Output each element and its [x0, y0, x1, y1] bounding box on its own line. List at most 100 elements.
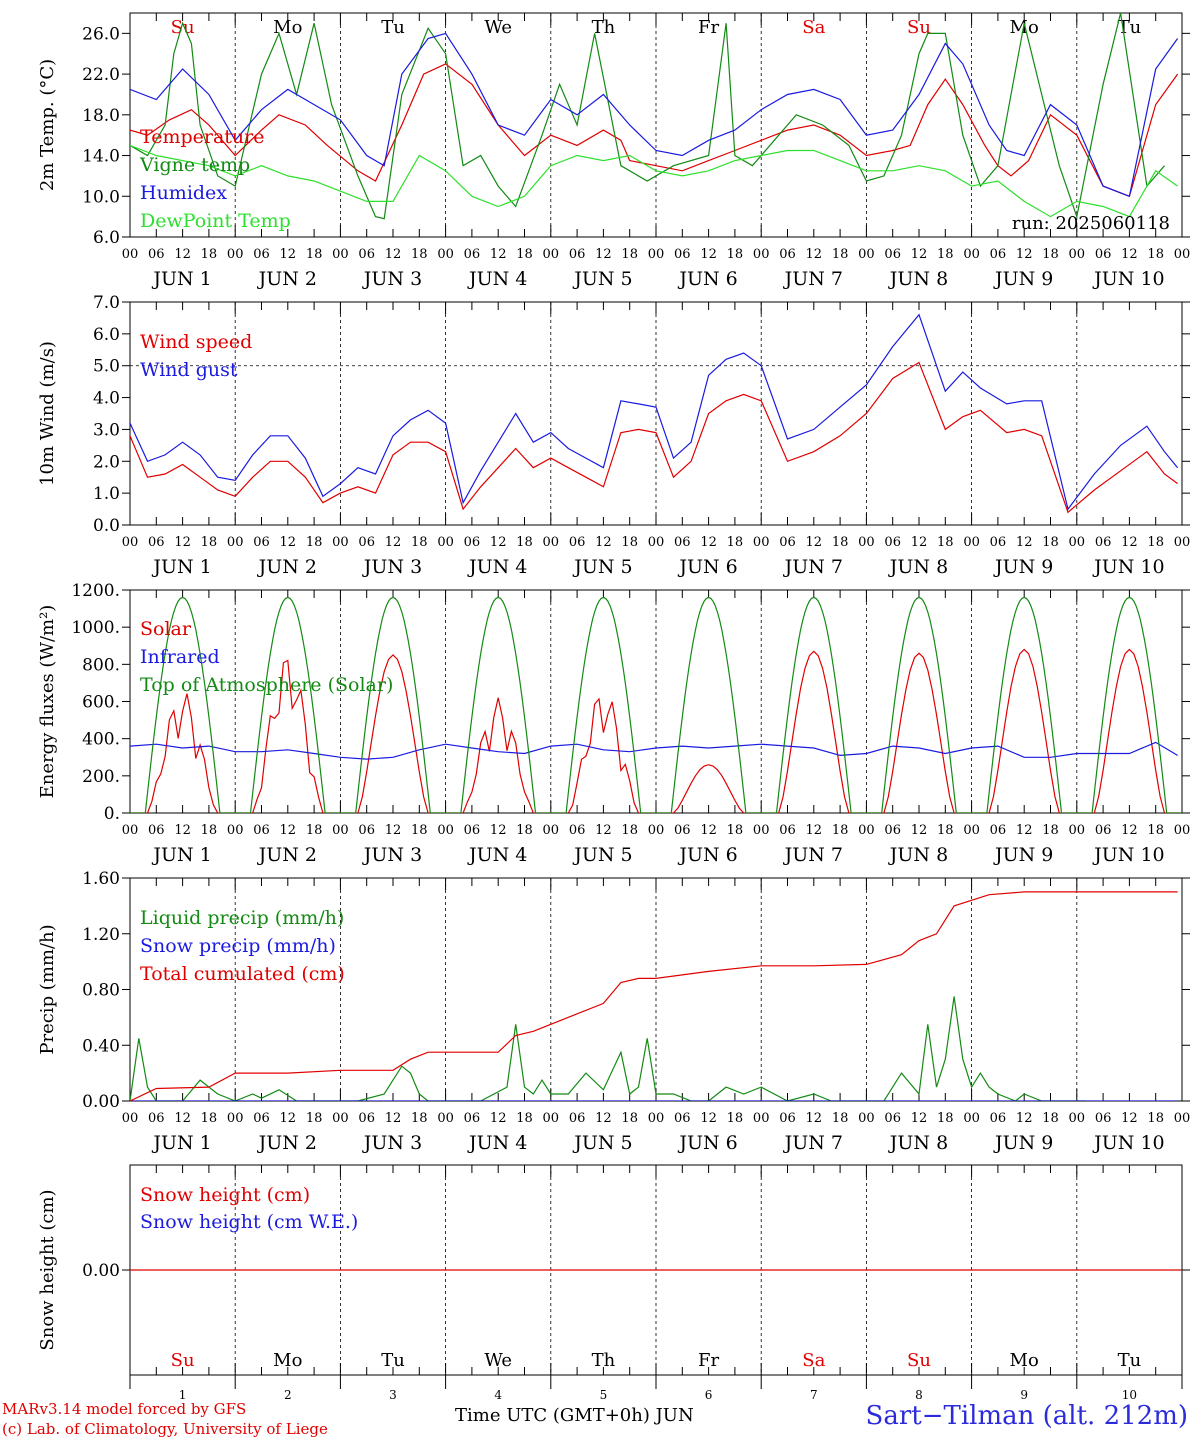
- hour-tick-label: 00: [332, 1111, 349, 1126]
- series-line-2: [130, 313, 1179, 511]
- hour-tick-label: 06: [148, 535, 165, 550]
- weekday-label: Su: [171, 1350, 195, 1371]
- hour-tick-label: 12: [174, 1111, 191, 1126]
- hour-tick-label: 06: [358, 247, 375, 262]
- hour-tick-label: 18: [832, 535, 849, 550]
- date-label: JUN 1: [151, 556, 211, 578]
- hour-tick-label: 06: [358, 823, 375, 838]
- y-tick-label: 1.0: [93, 484, 120, 504]
- y-tick-label: 22.0: [82, 65, 120, 85]
- day-number: 7: [810, 1388, 818, 1402]
- run-label: run: 2025060118: [1012, 213, 1170, 234]
- hour-tick-label: 06: [884, 535, 901, 550]
- legend-entry: Top of Atmosphere (Solar): [140, 674, 393, 696]
- legend-entry: Wind speed: [140, 331, 252, 353]
- hour-tick-label: 12: [806, 823, 823, 838]
- date-label: JUN 8: [888, 844, 948, 866]
- series-line-1: [130, 361, 1178, 514]
- hour-tick-label: 12: [1121, 247, 1138, 262]
- hour-tick-label: 18: [201, 823, 218, 838]
- date-label: JUN 7: [783, 844, 843, 866]
- series-line-1: [130, 648, 1182, 813]
- hour-tick-label: 06: [464, 247, 481, 262]
- hour-tick-label: 12: [174, 823, 191, 838]
- weekday-label: We: [484, 17, 512, 38]
- hour-tick-label: 18: [727, 535, 744, 550]
- hour-tick-label: 00: [543, 247, 560, 262]
- legend-entry: Snow height (cm W.E.): [140, 1211, 358, 1233]
- hour-tick-label: 00: [543, 1111, 560, 1126]
- series-group: [130, 313, 1179, 514]
- y-tick-label: 10.0: [82, 187, 120, 207]
- y-tick-label: 7.0: [93, 293, 120, 313]
- hour-tick-label: 06: [358, 1111, 375, 1126]
- hour-tick-label: 18: [727, 247, 744, 262]
- y-tick-label: 0.00: [82, 1092, 120, 1112]
- weekday-label: Tu: [1118, 1350, 1142, 1371]
- hour-tick-label: 00: [543, 535, 560, 550]
- date-label: JUN 3: [362, 268, 422, 290]
- hour-tick-label: 06: [358, 535, 375, 550]
- hour-tick-label: 00: [122, 247, 139, 262]
- weekday-label: Su: [907, 1350, 931, 1371]
- hour-tick-label: 12: [280, 535, 297, 550]
- hour-tick-label: 06: [569, 823, 586, 838]
- hour-tick-label: 00: [753, 535, 770, 550]
- day-number: 10: [1122, 1388, 1137, 1402]
- weekday-label: Fr: [698, 17, 719, 38]
- hour-tick-label: 18: [1147, 1111, 1164, 1126]
- date-label: JUN 9: [993, 268, 1053, 290]
- hour-tick-label: 00: [858, 823, 875, 838]
- hour-tick-label: 00: [858, 535, 875, 550]
- hour-tick-label: 06: [674, 1111, 691, 1126]
- y-tick-label: 1.20: [82, 925, 120, 945]
- day-number: 5: [600, 1388, 608, 1402]
- hour-tick-label: 00: [437, 823, 454, 838]
- hour-tick-label: 18: [1042, 823, 1059, 838]
- date-label: JUN 4: [467, 556, 527, 578]
- hour-tick-label: 06: [569, 247, 586, 262]
- hour-tick-label: 06: [148, 1111, 165, 1126]
- hour-tick-label: 00: [1174, 823, 1191, 838]
- hour-tick-label: 18: [1042, 247, 1059, 262]
- hour-tick-label: 12: [595, 1111, 612, 1126]
- hour-tick-label: 06: [674, 535, 691, 550]
- y-tick-label: 1200.: [71, 581, 120, 601]
- weekday-label: Mo: [273, 1350, 302, 1371]
- hour-tick-label: 18: [201, 535, 218, 550]
- weekday-label: Fr: [698, 1350, 719, 1371]
- hour-tick-label: 18: [832, 1111, 849, 1126]
- hour-tick-label: 12: [806, 1111, 823, 1126]
- hour-tick-label: 18: [516, 247, 533, 262]
- hour-tick-label: 06: [569, 535, 586, 550]
- hour-tick-label: 06: [253, 823, 270, 838]
- hour-tick-label: 12: [911, 823, 928, 838]
- date-label: JUN 9: [993, 556, 1053, 578]
- weekday-label: Mo: [1010, 1350, 1039, 1371]
- hour-tick-label: 12: [1121, 1111, 1138, 1126]
- date-label: JUN 3: [362, 556, 422, 578]
- hour-tick-label: 00: [543, 823, 560, 838]
- hour-tick-label: 06: [1095, 535, 1112, 550]
- hour-tick-label: 00: [1174, 247, 1191, 262]
- series-group: [130, 891, 1178, 1101]
- hour-tick-label: 00: [963, 823, 980, 838]
- y-axis-label: Precip (mm/h): [37, 924, 58, 1054]
- hour-tick-label: 00: [963, 247, 980, 262]
- date-label: JUN 3: [362, 1132, 422, 1154]
- hour-tick-label: 00: [332, 247, 349, 262]
- day-number: 3: [389, 1388, 397, 1402]
- y-tick-label: 6.0: [93, 325, 120, 345]
- day-number: 1: [179, 1388, 187, 1402]
- hour-tick-label: 00: [648, 823, 665, 838]
- hour-tick-label: 06: [779, 535, 796, 550]
- hour-tick-label: 18: [516, 823, 533, 838]
- weekday-label: Sa: [802, 17, 825, 38]
- hour-tick-label: 06: [148, 247, 165, 262]
- hour-tick-label: 00: [1069, 535, 1086, 550]
- hour-tick-label: 18: [306, 823, 323, 838]
- y-tick-label: 5.0: [93, 357, 120, 377]
- series-line-3: [130, 596, 1182, 813]
- y-tick-label: 600.: [82, 693, 120, 713]
